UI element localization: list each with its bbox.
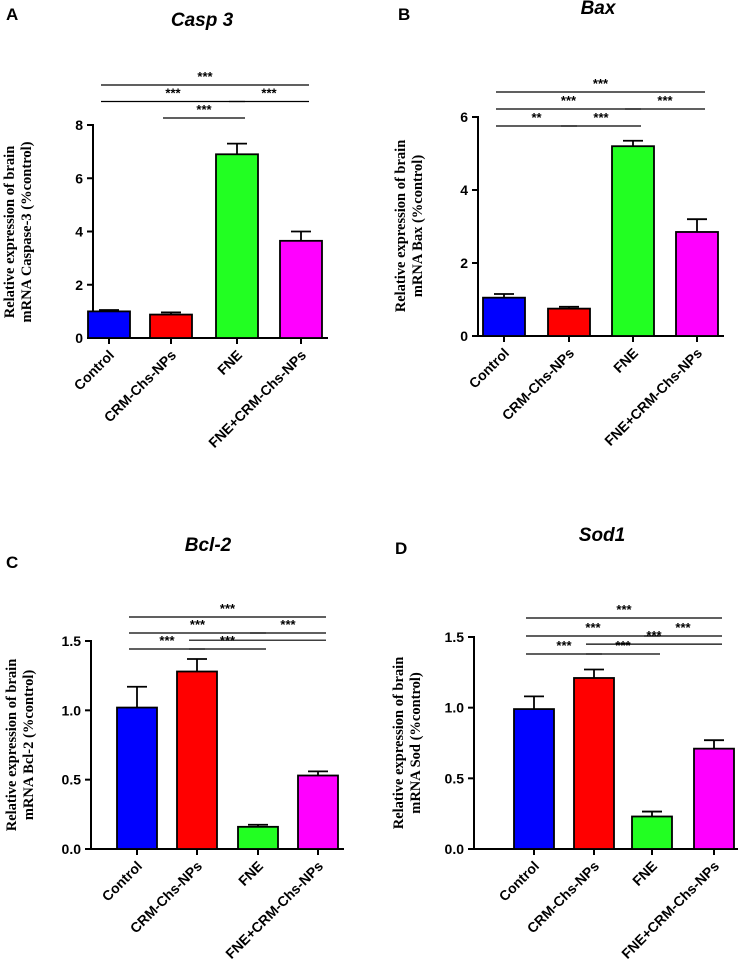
bar-control bbox=[513, 708, 555, 850]
significance-label: *** bbox=[593, 76, 609, 91]
bar-fne bbox=[611, 145, 655, 337]
significance-label: *** bbox=[261, 86, 277, 101]
x-tick-label: FNE bbox=[235, 858, 266, 889]
bar-fne bbox=[237, 825, 279, 850]
significance-label: *** bbox=[657, 93, 673, 108]
panel-letter: D bbox=[395, 539, 407, 558]
y-tick-label: 0.0 bbox=[445, 841, 465, 857]
x-tick-label: FNE+CRM-Chs-NPs bbox=[222, 858, 326, 962]
significance-label: *** bbox=[616, 602, 632, 617]
y-tick-label: 0 bbox=[460, 328, 468, 344]
x-tick-label: FNE bbox=[629, 858, 660, 889]
x-tick-label: FNE bbox=[214, 347, 245, 378]
y-axis-label-line: Relative expression of brain bbox=[2, 146, 18, 319]
y-tick-label: 0.0 bbox=[62, 841, 82, 857]
y-tick-label: 6 bbox=[460, 109, 468, 125]
panel-b: B Bax Relative expression of brainmRNA Bax… bbox=[393, 0, 724, 449]
bar-crm-chs-nps bbox=[573, 677, 615, 850]
y-tick-label: 8 bbox=[75, 117, 83, 133]
significance-label: *** bbox=[280, 617, 296, 632]
y-tick-label: 1.5 bbox=[445, 629, 465, 645]
y-axis-label-line: mRNA Bcl-2 (%control) bbox=[21, 670, 37, 821]
bar-control bbox=[482, 296, 526, 337]
y-axis-label-line: mRNA Sod (%control) bbox=[408, 672, 424, 814]
significance-label: *** bbox=[561, 93, 577, 108]
significance-label: *** bbox=[556, 638, 572, 653]
y-tick-label: 0 bbox=[75, 330, 83, 346]
bar-control bbox=[116, 706, 158, 850]
chart-title: Sod1 bbox=[579, 525, 625, 546]
panel-d: D Sod1 Relative expression of brainmRNA So… bbox=[391, 525, 738, 962]
y-axis-label-line: Relative expression of brain bbox=[4, 659, 20, 832]
significance-label: *** bbox=[646, 628, 662, 643]
y-axis-label-line: Relative expression of brain bbox=[391, 657, 407, 830]
bar-crm-chs-nps bbox=[547, 307, 591, 337]
y-axis-label-line: Relative expression of brain bbox=[393, 140, 409, 313]
bar-crm-chs-nps bbox=[149, 313, 193, 339]
chart-title: Bcl-2 bbox=[185, 535, 232, 556]
y-tick-label: 1.0 bbox=[62, 702, 82, 718]
y-tick-label: 4 bbox=[460, 182, 468, 198]
y-axis-label: Relative expression of brainmRNA Sod (%c… bbox=[391, 657, 424, 830]
significance-label: *** bbox=[585, 620, 601, 635]
bar-fne-crm-chs-nps bbox=[297, 774, 339, 850]
significance-label: *** bbox=[675, 620, 691, 635]
y-axis-label-line: mRNA Bax (%control) bbox=[410, 155, 426, 297]
significance-label: *** bbox=[220, 601, 236, 616]
bar-fne bbox=[631, 815, 673, 850]
significance-label: *** bbox=[159, 633, 175, 648]
y-axis-label: Relative expression of brainmRNA Bcl-2 (… bbox=[4, 659, 37, 832]
significance-label: *** bbox=[197, 69, 213, 84]
x-tick-label: Control bbox=[466, 345, 513, 392]
y-tick-label: 2 bbox=[75, 277, 83, 293]
significance-label: ** bbox=[531, 110, 542, 125]
y-axis-label: Relative expression of brainmRNA Caspase… bbox=[2, 141, 35, 322]
chart-title: Casp 3 bbox=[171, 10, 234, 31]
significance-label: *** bbox=[190, 617, 206, 632]
bar-crm-chs-nps bbox=[176, 670, 218, 850]
y-tick-label: 0.5 bbox=[445, 770, 465, 786]
significance-label: *** bbox=[615, 638, 631, 653]
y-tick-label: 6 bbox=[75, 170, 83, 186]
y-axis-label-line: mRNA Caspase-3 (%control) bbox=[19, 141, 35, 322]
panel-letter: B bbox=[398, 5, 410, 24]
chart-title: Bax bbox=[581, 0, 617, 19]
panel-a: A Casp 3 Relative expression of brainmRNA … bbox=[2, 5, 328, 451]
x-tick-label: Control bbox=[71, 347, 118, 394]
y-tick-label: 1.0 bbox=[445, 700, 465, 716]
x-tick-label: FNE bbox=[610, 345, 641, 376]
significance-label: *** bbox=[196, 102, 212, 117]
significance-label: *** bbox=[593, 110, 609, 125]
panel-letter: C bbox=[6, 553, 18, 572]
panel-letter: A bbox=[6, 5, 18, 24]
y-tick-label: 4 bbox=[75, 224, 83, 240]
bar-fne-crm-chs-nps bbox=[279, 239, 323, 339]
y-tick-label: 0.5 bbox=[62, 772, 82, 788]
bar-fne-crm-chs-nps bbox=[675, 231, 719, 337]
x-tick-label: Control bbox=[99, 858, 146, 905]
panel-c: C Bcl-2 Relative expression of brainmRNA B… bbox=[4, 535, 344, 962]
significance-label: *** bbox=[165, 86, 181, 101]
x-tick-label: Control bbox=[496, 858, 543, 905]
bar-fne bbox=[215, 153, 259, 339]
y-axis-label: Relative expression of brainmRNA Bax (%c… bbox=[393, 140, 426, 313]
bar-control bbox=[87, 310, 131, 339]
bar-fne-crm-chs-nps bbox=[693, 747, 735, 850]
y-tick-label: 2 bbox=[460, 255, 468, 271]
y-tick-label: 1.5 bbox=[62, 633, 82, 649]
